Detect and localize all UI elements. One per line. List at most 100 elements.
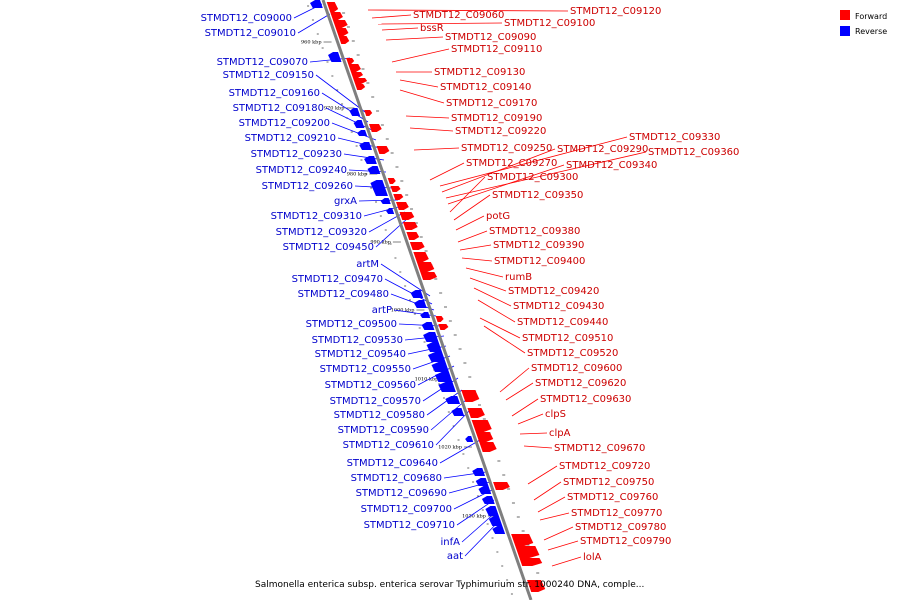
- forward-gene-label: STMDT12_C09760: [567, 492, 658, 503]
- reverse-leader-line: [297, 13, 331, 34]
- reverse-gene-arrow: [426, 342, 443, 352]
- forward-gene-arrow: [471, 420, 492, 432]
- forward-leader-line: [469, 277, 507, 292]
- reverse-gene-arrow: [451, 408, 465, 416]
- reverse-leader-line: [315, 74, 366, 113]
- gene-features: [310, 0, 546, 592]
- forward-leader-line: [399, 79, 439, 88]
- reverse-gene-label: grxA: [334, 196, 357, 207]
- reverse-gene-label: infA: [441, 537, 461, 548]
- forward-gene-arrow: [399, 212, 415, 220]
- forward-gene-label: STMDT12_C09330: [629, 132, 720, 143]
- reverse-gene-label: artP: [372, 305, 392, 316]
- reverse-gene-arrow: [386, 208, 395, 214]
- reverse-gene-label: aat: [447, 551, 463, 562]
- forward-gene-arrow: [387, 178, 396, 184]
- forward-leader-line: [385, 36, 444, 41]
- reverse-gene-label: STMDT12_C09570: [330, 396, 421, 407]
- forward-leader-line: [539, 512, 570, 521]
- forward-gene-label: STMDT12_C09090: [445, 32, 536, 43]
- reverse-gene-arrow: [370, 180, 388, 196]
- forward-leader-line: [459, 244, 492, 251]
- reverse-gene-arrow: [431, 362, 449, 372]
- reverse-gene-arrow: [492, 526, 506, 534]
- forward-gene-arrow: [479, 442, 497, 452]
- reverse-gene-arrow: [438, 382, 456, 392]
- reverse-gene-label: STMDT12_C09010: [205, 28, 296, 39]
- forward-gene-arrow: [413, 252, 429, 262]
- reverse-gene-arrow: [410, 290, 424, 298]
- reverse-gene-arrow: [328, 52, 342, 62]
- reverse-leader-line: [321, 92, 369, 123]
- forward-gene-label: STMDT12_C09780: [575, 522, 666, 533]
- forward-gene-label: STMDT12_C09390: [493, 240, 584, 251]
- tick-label: 1030 kbp: [462, 514, 486, 520]
- forward-leader-line: [445, 151, 647, 199]
- forward-gene-arrow: [511, 534, 534, 546]
- forward-leader-line: [399, 89, 445, 104]
- forward-gene-arrow: [527, 580, 546, 592]
- forward-leader-line: [551, 556, 582, 567]
- forward-gene-label: STMDT12_C09630: [540, 394, 631, 405]
- forward-gene-arrow: [493, 482, 510, 490]
- forward-gene-label: STMDT12_C09420: [508, 286, 599, 297]
- forward-leader-line: [429, 162, 465, 181]
- forward-gene-label: STMDT12_C09510: [522, 333, 613, 344]
- reverse-gene-arrow: [488, 516, 503, 526]
- forward-gene-label: STMDT12_C09670: [554, 443, 645, 454]
- reverse-leader-line: [430, 399, 467, 431]
- reverse-gene-label: STMDT12_C09230: [251, 149, 342, 160]
- reverse-gene-label: STMDT12_C09700: [361, 504, 452, 515]
- reverse-gene-arrow: [420, 312, 431, 318]
- forward-gene-label: STMDT12_C09110: [451, 44, 542, 55]
- reverse-gene-label: STMDT12_C09610: [343, 440, 434, 451]
- forward-gene-label: STMDT12_C09400: [494, 256, 585, 267]
- reverse-gene-label: STMDT12_C09070: [217, 57, 308, 68]
- forward-gene-label: rumB: [505, 272, 532, 283]
- reverse-gene-label: STMDT12_C09690: [356, 488, 447, 499]
- reverse-leader-line: [375, 217, 409, 248]
- reverse-gene-arrow: [475, 478, 489, 486]
- tick-label: 1000 kbp: [391, 308, 415, 314]
- legend-forward-label: Forward: [855, 12, 887, 21]
- reverse-gene-label: artM: [356, 259, 379, 270]
- reverse-gene-label: STMDT12_C09260: [262, 181, 353, 192]
- reverse-gene-label: STMDT12_C09310: [271, 211, 362, 222]
- forward-leader-line: [523, 445, 553, 449]
- reverse-leader-line: [390, 293, 435, 311]
- forward-gene-label: lolA: [583, 552, 602, 563]
- forward-gene-arrow: [402, 222, 418, 230]
- forward-leader-line: [537, 496, 566, 513]
- reverse-gene-label: STMDT12_C09530: [312, 335, 403, 346]
- dna-backbone: [321, 0, 533, 600]
- forward-gene-arrow: [467, 408, 485, 418]
- forward-gene-label: STMDT12_C09270: [466, 158, 557, 169]
- forward-leader-line: [505, 382, 534, 401]
- reverse-gene-arrow: [414, 300, 427, 308]
- reverse-gene-label: STMDT12_C09710: [364, 520, 455, 531]
- reverse-gene-label: STMDT12_C09160: [229, 88, 320, 99]
- forward-gene-label: potG: [486, 211, 510, 222]
- reverse-leader-line: [461, 511, 497, 543]
- forward-leader-line: [483, 325, 526, 354]
- forward-gene-label: bssR: [420, 23, 444, 34]
- forward-gene-arrow: [515, 546, 540, 558]
- reverse-leader-line: [435, 409, 471, 446]
- forward-gene-label: STMDT12_C09250: [461, 143, 552, 154]
- reverse-gene-arrow: [364, 156, 377, 164]
- forward-gene-label: STMDT12_C09520: [527, 348, 618, 359]
- forward-gene-label: STMDT12_C09340: [566, 160, 657, 171]
- reverse-leader-line: [325, 107, 373, 131]
- reverse-gene-label: STMDT12_C09180: [233, 103, 324, 114]
- forward-gene-label: STMDT12_C09100: [504, 18, 595, 29]
- forward-gene-arrow: [364, 110, 373, 116]
- forward-gene-label: STMDT12_C09130: [434, 67, 525, 78]
- forward-gene-arrow: [376, 146, 390, 154]
- forward-leader-line: [477, 299, 516, 323]
- reverse-gene-label: STMDT12_C09540: [315, 349, 406, 360]
- forward-leader-line: [371, 14, 412, 19]
- reverse-gene-label: STMDT12_C09480: [298, 289, 389, 300]
- forward-gene-label: STMDT12_C09720: [559, 461, 650, 472]
- forward-gene-label: STMDT12_C09170: [446, 98, 537, 109]
